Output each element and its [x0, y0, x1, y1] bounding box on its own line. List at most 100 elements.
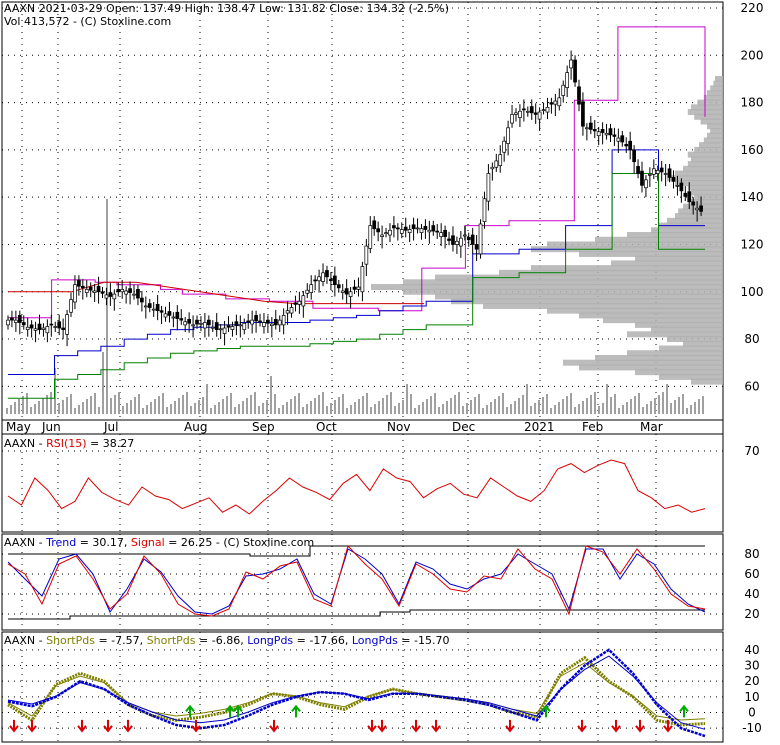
candle-body: [203, 322, 207, 329]
volume-bar: [522, 395, 524, 414]
volume-bar: [142, 408, 144, 414]
volume-bar: [26, 393, 28, 414]
candle-body: [462, 234, 467, 237]
volume-bar: [218, 402, 220, 414]
buy-arrow: [679, 704, 689, 718]
panel-frame-trend: [1, 533, 724, 631]
volume-bar: [674, 400, 676, 414]
volume-bar: [210, 408, 212, 414]
trend-tick-label: 20: [744, 607, 759, 621]
candle-body: [553, 100, 558, 105]
volume-bar: [106, 199, 108, 414]
month-tick-label: Jul: [103, 420, 118, 434]
candle-body: [344, 288, 349, 295]
volume-bar: [358, 399, 360, 414]
month-tick-label: Sep: [252, 420, 275, 434]
volume-bar: [274, 394, 276, 414]
volume-bar: [10, 405, 12, 414]
candle-body: [336, 284, 341, 289]
volume-bar: [290, 399, 292, 414]
candle-body: [671, 177, 676, 182]
candle-body: [628, 140, 633, 151]
shortpds-line-2: [7, 662, 706, 721]
candle-body: [136, 289, 140, 299]
trend-tick-label: 60: [744, 567, 759, 581]
trend-title: AAXN - Trend = 30.17, Signal = 26.25 - (…: [4, 536, 314, 549]
volume-bar: [586, 398, 588, 414]
volume-bar: [226, 396, 228, 414]
header-volume-line: Vol 413,572 - (C) Stoxline.com: [4, 15, 171, 28]
candle-body: [494, 160, 499, 168]
signal-line: [7, 545, 706, 617]
volume-bar: [642, 407, 644, 414]
candle-body: [510, 114, 514, 124]
candle-body: [506, 127, 510, 144]
volume-profile-bar: [451, 298, 723, 305]
volume-profile-bar: [403, 279, 723, 286]
lower-band-line: [8, 149, 705, 375]
volume-profile-bar: [683, 340, 723, 347]
sell-arrow: [77, 719, 87, 733]
candle-body: [616, 137, 621, 142]
candle-body: [321, 272, 325, 282]
volume-profile-bar: [691, 156, 723, 163]
candle-body: [691, 201, 696, 206]
volume-bar: [446, 401, 448, 414]
volume-bar: [690, 405, 692, 414]
candle-body: [143, 305, 148, 308]
volume-bar: [270, 376, 272, 414]
volume-profile-bar: [627, 232, 723, 239]
pds-tick-label: -10: [742, 721, 762, 735]
candle-body: [577, 86, 581, 105]
volume-bar: [570, 393, 572, 414]
candle-body: [466, 237, 471, 241]
volume-profile-bar: [667, 336, 723, 343]
volume-bar: [150, 402, 152, 414]
volume-bar: [38, 401, 40, 414]
volume-bar: [454, 395, 456, 414]
volume-bar: [538, 400, 540, 414]
candle-body: [171, 316, 176, 319]
candle-body: [411, 224, 416, 230]
volume-bar: [110, 398, 112, 414]
volume-bar: [14, 402, 16, 414]
price-tick-label: 120: [741, 237, 764, 251]
volume-profile-bar: [697, 99, 723, 106]
candle-body: [175, 311, 180, 319]
volume-bar: [294, 396, 296, 414]
volume-bar: [314, 398, 316, 414]
candle-body: [419, 228, 424, 233]
volume-bar: [254, 392, 256, 414]
candle-body: [112, 293, 117, 300]
price-tick-label: 80: [744, 332, 759, 346]
volume-profile-bar: [547, 307, 723, 314]
candle-body: [234, 321, 239, 327]
buy-arrow: [225, 704, 235, 718]
volume-bar: [102, 352, 104, 414]
volume-profile-bar: [687, 161, 723, 168]
candle-body: [608, 128, 613, 136]
volume-bar: [258, 406, 260, 414]
candle-body: [581, 101, 585, 127]
shortpds-line: [7, 655, 706, 727]
volume-profile-bar: [687, 151, 723, 158]
volume-bar: [318, 395, 320, 414]
candle-body: [356, 286, 361, 290]
candle-body: [297, 300, 302, 305]
volume-bar: [306, 404, 308, 414]
candle-body: [29, 324, 34, 329]
rsi-title: AAXN - RSI(15) = 38.27: [4, 437, 134, 450]
candle-body: [502, 140, 507, 153]
volume-profile-bar: [687, 184, 723, 191]
volume-bar: [390, 392, 392, 414]
volume-profile-bar: [700, 118, 723, 125]
longpds-line-2: [7, 655, 706, 730]
volume-bar: [154, 399, 156, 414]
volume-profile-bar: [694, 113, 723, 120]
candle-body: [195, 319, 199, 325]
sell-arrow: [431, 719, 441, 733]
candle-body: [651, 168, 656, 175]
candle-body: [17, 315, 22, 323]
volume-bar: [470, 400, 472, 414]
volume-bar: [410, 394, 412, 414]
